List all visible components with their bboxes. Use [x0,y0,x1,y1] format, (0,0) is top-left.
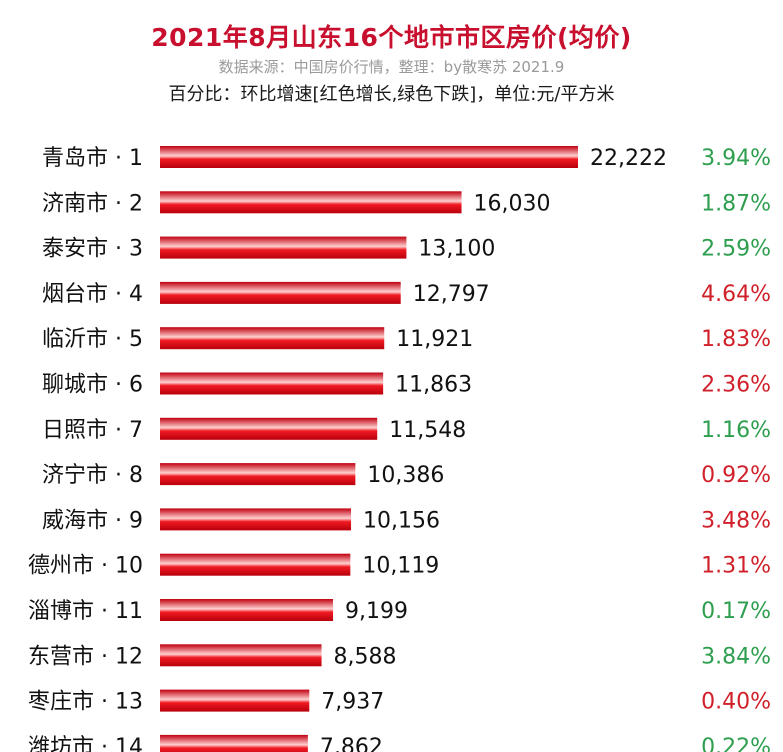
percent-change-label: 0.17% [701,599,771,624]
value-label: 13,100 [418,237,495,262]
value-label: 10,156 [363,508,440,533]
bar [160,599,334,621]
value-label: 10,386 [367,463,444,488]
bar [160,734,308,752]
chart-note: 百分比：环比增速[红色增长,绿色下跌]，单位:元/平方米 [168,84,615,105]
bar [160,689,310,712]
percent-change-label: 1.16% [701,418,771,443]
category-label: 枣庄市 · 13 [28,690,143,715]
category-label: 淄博市 · 11 [28,599,143,624]
value-label: 7,862 [320,735,383,752]
category-label: 潍坊市 · 14 [28,735,143,752]
percent-change-label: 2.36% [701,373,771,398]
percent-change-label: 0.40% [701,690,771,715]
category-label: 东营市 · 12 [28,644,143,669]
value-label: 11,548 [389,418,466,443]
value-label: 10,119 [362,554,439,579]
percent-change-label: 1.83% [701,327,771,352]
bar [160,463,356,486]
bar [160,236,407,259]
bar [160,327,385,350]
bar [160,417,378,440]
value-label: 7,937 [321,690,384,715]
percent-change-label: 3.48% [701,508,771,533]
percent-change-label: 2.59% [701,237,771,262]
category-label: 威海市 · 9 [42,508,143,533]
bar [160,146,578,168]
category-label: 济南市 · 2 [42,191,143,216]
chart-subtitle: 数据来源：中国房价行情，整理：by散寒苏 2021.9 [218,58,565,76]
percent-change-label: 1.87% [701,191,771,216]
percent-change-label: 3.94% [701,146,771,171]
bar [160,281,401,304]
bar [160,508,352,531]
value-label: 12,797 [413,282,490,307]
percent-change-label: 0.22% [701,735,771,752]
category-label: 德州市 · 10 [28,554,143,579]
bar [160,553,351,576]
percent-change-label: 0.92% [701,463,771,488]
value-label: 11,863 [395,373,472,398]
bar [160,644,322,667]
percent-change-label: 3.84% [701,644,771,669]
value-label: 16,030 [474,191,551,216]
category-label: 烟台市 · 4 [42,282,143,307]
value-label: 9,199 [345,599,408,624]
chart-title: 2021年8月山东16个地市市区房价(均价) [151,23,632,52]
value-label: 8,588 [334,644,397,669]
category-label: 青岛市 · 1 [42,146,143,171]
bar [160,372,384,395]
value-label: 22,222 [590,146,667,171]
bar [160,191,462,214]
percent-change-label: 1.31% [701,554,771,579]
category-label: 济宁市 · 8 [42,463,143,488]
category-label: 临沂市 · 5 [42,327,143,352]
value-label: 11,921 [396,327,473,352]
category-label: 泰安市 · 3 [42,237,143,262]
category-label: 聊城市 · 6 [42,373,143,398]
percent-change-label: 4.64% [701,282,771,307]
category-label: 日照市 · 7 [42,418,143,443]
